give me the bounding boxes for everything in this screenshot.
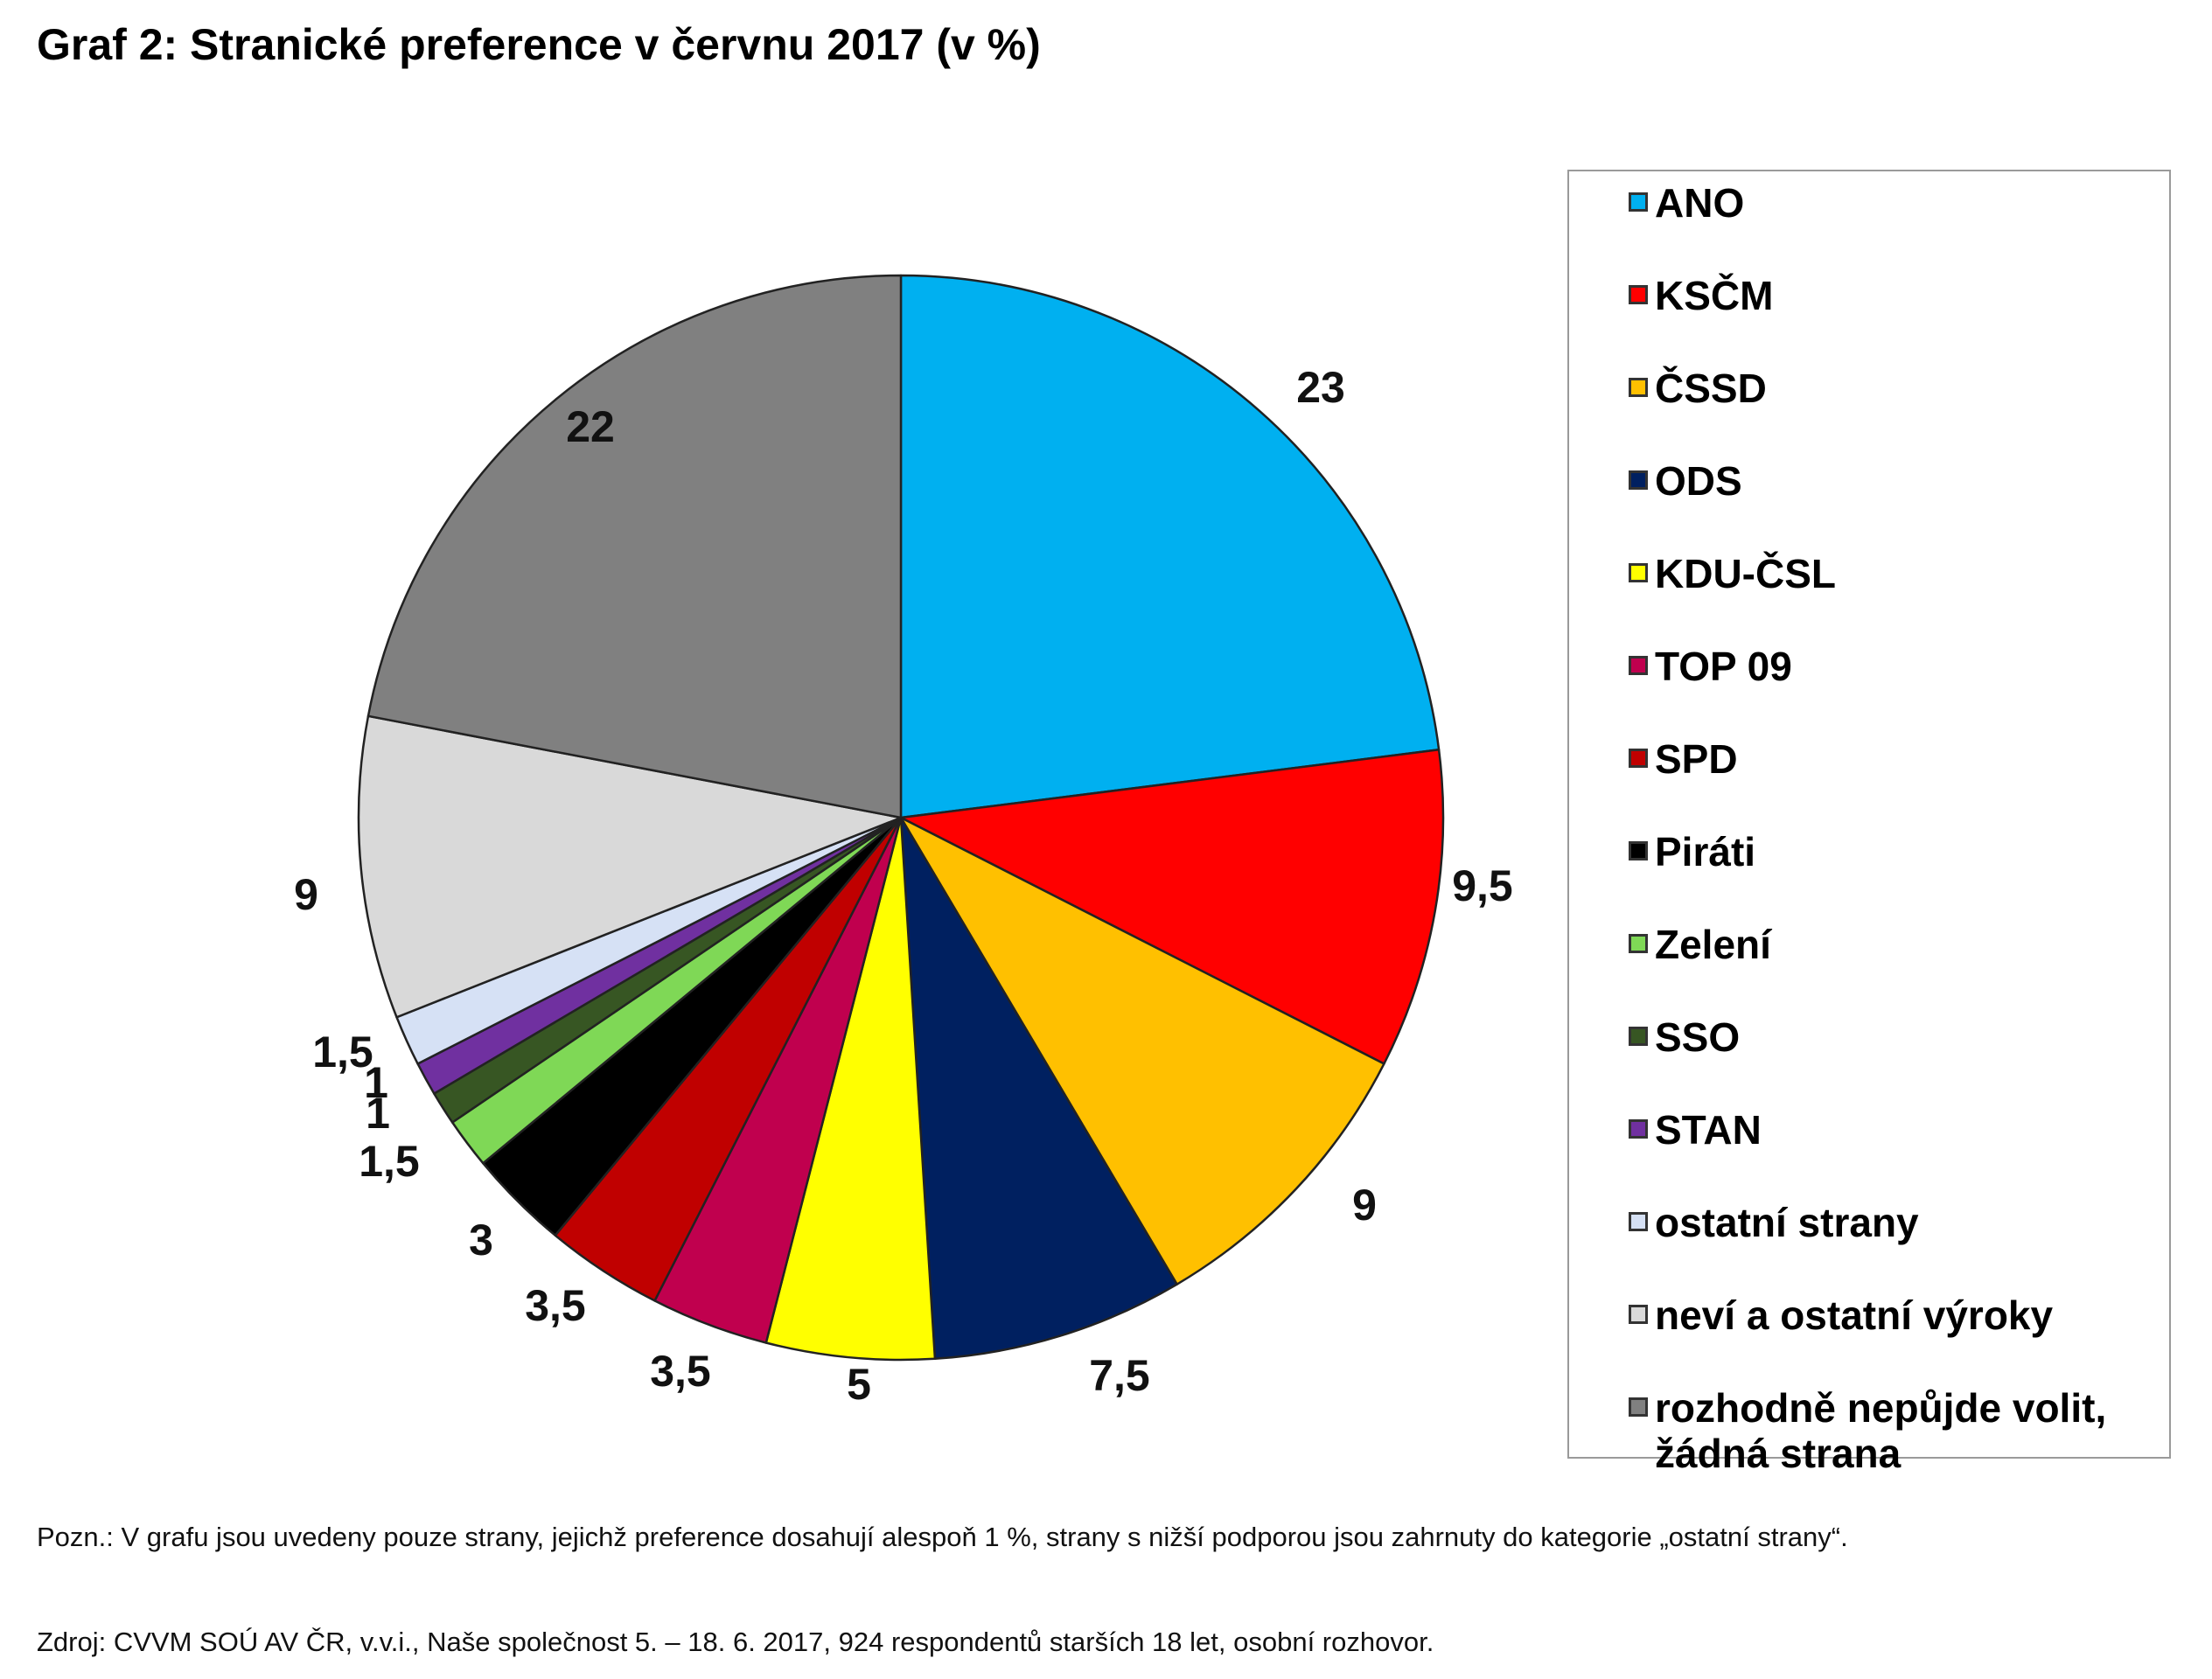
legend-label: TOP 09 bbox=[1655, 644, 1792, 689]
legend-swatch bbox=[1629, 749, 1648, 768]
legend-swatch bbox=[1629, 192, 1648, 212]
legend-item-kdu-csl: KDU-ČSL bbox=[1629, 551, 1836, 596]
legend-label: KSČM bbox=[1655, 273, 1774, 318]
value-label-spd: 3,5 bbox=[525, 1281, 586, 1330]
value-label-ostatni-strany: 1,5 bbox=[312, 1028, 373, 1076]
chart-title: Graf 2: Stranické preference v červnu 20… bbox=[37, 20, 1041, 69]
legend-label: STAN bbox=[1655, 1107, 1762, 1153]
legend-swatch bbox=[1629, 563, 1648, 582]
legend-label: SPD bbox=[1655, 736, 1738, 782]
legend-item-stan: STAN bbox=[1629, 1107, 1762, 1153]
legend-swatch bbox=[1629, 470, 1648, 490]
legend-item-top-09: TOP 09 bbox=[1629, 644, 1792, 689]
value-label-sso: 1 bbox=[366, 1089, 390, 1138]
legend-item-sso: SSO bbox=[1629, 1014, 1740, 1060]
pie-slice-kdu-csl bbox=[764, 816, 937, 1362]
legend-item-spd: SPD bbox=[1629, 736, 1738, 782]
legend-swatch bbox=[1629, 1119, 1648, 1139]
legend-label: KDU-ČSL bbox=[1655, 551, 1836, 596]
legend-item-nevi-a-ostatni-vyroky: neví a ostatní výroky bbox=[1629, 1292, 2053, 1338]
legend-item-ano: ANO bbox=[1629, 180, 1744, 226]
legend-label: ANO bbox=[1655, 180, 1745, 226]
legend-swatch bbox=[1629, 934, 1648, 953]
legend-label: ostatní strany bbox=[1655, 1200, 1919, 1245]
legend-swatch bbox=[1629, 1027, 1648, 1046]
legend-swatch bbox=[1629, 841, 1648, 860]
legend-swatch bbox=[1629, 1305, 1648, 1324]
legend-item-zeleni: Zelení bbox=[1629, 922, 1771, 967]
chart-note: Pozn.: V grafu jsou uvedeny pouze strany… bbox=[37, 1522, 1848, 1552]
pie-slice-ano bbox=[899, 274, 1441, 819]
value-label-pirati: 3 bbox=[469, 1216, 493, 1264]
pie-slice-cssd bbox=[899, 816, 1385, 1285]
legend-swatch bbox=[1629, 656, 1648, 675]
legend-label: ODS bbox=[1655, 458, 1742, 504]
legend-swatch bbox=[1629, 378, 1648, 397]
value-label-top-09: 3,5 bbox=[650, 1347, 711, 1396]
chart-legend: ANO KSČM ČSSD ODS KDU-ČSL TOP 09 SPD Piráti Zele… bbox=[1567, 170, 2171, 1476]
value-label-ods: 7,5 bbox=[1089, 1351, 1150, 1400]
value-label-kscm: 9,5 bbox=[1452, 861, 1513, 910]
value-label-stan: 1 bbox=[364, 1058, 388, 1107]
legend-item-pirati: Piráti bbox=[1629, 829, 1755, 874]
value-label-ano: 23 bbox=[1296, 363, 1345, 412]
chart-source: Zdroj: CVVM SOÚ AV ČR, v.v.i., Naše spol… bbox=[37, 1627, 1434, 1657]
legend-swatch bbox=[1629, 1397, 1648, 1417]
legend-label: ČSSD bbox=[1655, 366, 1767, 411]
pie-slice-kscm bbox=[899, 749, 1445, 1065]
legend-label: SSO bbox=[1655, 1014, 1741, 1060]
legend-swatch bbox=[1629, 1212, 1648, 1231]
value-label-zeleni: 1,5 bbox=[359, 1137, 420, 1186]
legend-item-cssd: ČSSD bbox=[1629, 366, 1767, 411]
value-label-rozhodne-nepujde-volit-zadna-strana: 22 bbox=[566, 402, 615, 451]
value-label-kdu-csl: 5 bbox=[847, 1360, 871, 1409]
legend-label: Zelení bbox=[1655, 922, 1771, 967]
legend-item-ods: ODS bbox=[1629, 458, 1742, 504]
legend-label: Piráti bbox=[1655, 829, 1756, 874]
pie-slice-nevi-a-ostatni-vyroky bbox=[357, 714, 903, 1019]
legend-item-rozhodne-nepujde-volit-zadna-strana: rozhodně nepůjde volit, žádná strana bbox=[1629, 1385, 2106, 1476]
value-label-nevi-a-ostatni-vyroky: 9 bbox=[294, 870, 318, 919]
legend-swatch bbox=[1629, 285, 1648, 304]
legend-item-kscm: KSČM bbox=[1629, 273, 1773, 318]
pie-slice-ods bbox=[899, 816, 1178, 1361]
pie-slices bbox=[357, 274, 1445, 1362]
pie-slice-rozhodne-nepujde-volit-zadna-strana bbox=[366, 274, 903, 819]
legend-label: rozhodně nepůjde volit, žádná strana bbox=[1655, 1385, 2107, 1476]
value-label-cssd: 9 bbox=[1352, 1181, 1377, 1230]
legend-label: neví a ostatní výroky bbox=[1655, 1292, 2054, 1338]
legend-item-ostatni-strany: ostatní strany bbox=[1629, 1200, 1919, 1245]
